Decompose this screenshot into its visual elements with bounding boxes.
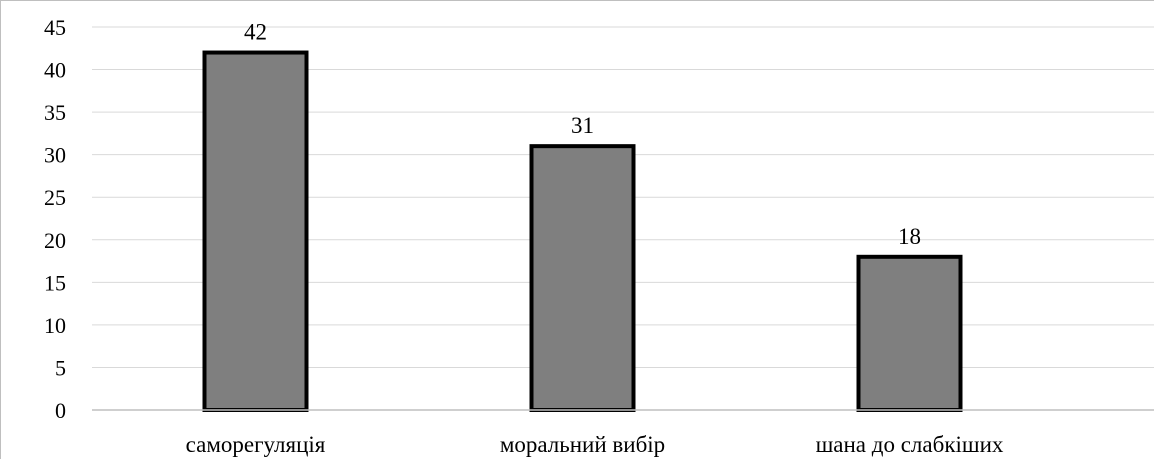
bars [202,50,963,413]
category-label: саморегуляція [186,432,326,457]
bar [856,254,963,412]
y-axis-ticks: 0 5 10 15 20 25 30 35 40 45 [44,15,66,423]
y-tick-label: 10 [44,313,66,338]
data-labels: 42 31 18 [244,20,921,249]
category-labels: саморегуляція моральний вибір шана до слаб… [186,432,1004,457]
y-tick-label: 35 [44,100,66,125]
bar [529,144,636,412]
y-tick-label: 45 [44,15,66,40]
y-tick-label: 20 [44,228,66,253]
y-tick-label: 0 [55,398,66,423]
y-tick-label: 15 [44,270,66,295]
y-tick-label: 25 [44,185,66,210]
category-label: шана до слабкіших [816,432,1004,457]
bar-value-label: 42 [244,20,267,45]
bar [202,50,309,413]
y-tick-label: 30 [44,143,66,168]
y-tick-label: 5 [55,355,66,380]
category-label: моральний вибір [500,432,665,457]
y-tick-label: 40 [44,58,66,83]
bar-value-label: 31 [571,113,594,138]
bar-value-label: 18 [898,224,921,249]
